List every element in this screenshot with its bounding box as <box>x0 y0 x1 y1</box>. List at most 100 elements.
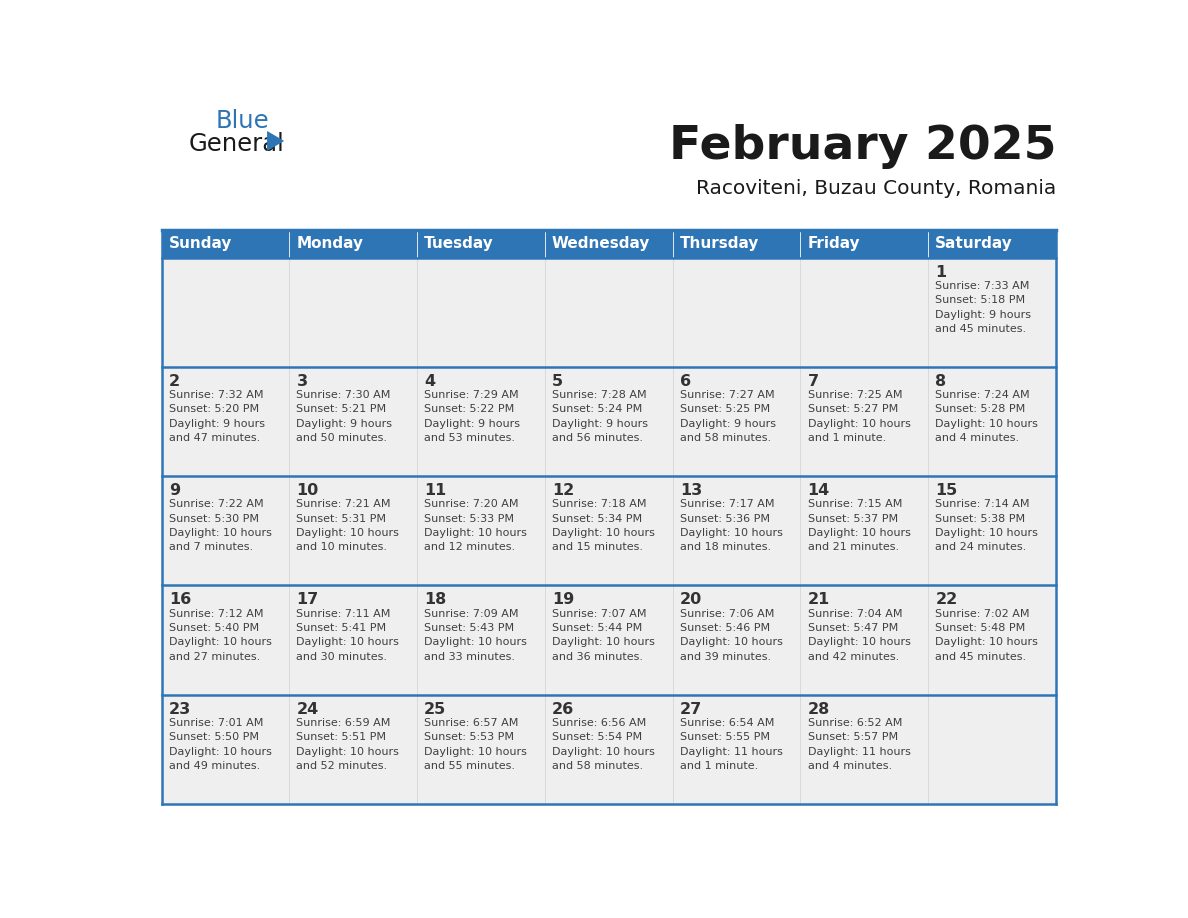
Bar <box>162 258 290 367</box>
Text: Sunrise: 7:06 AM
Sunset: 5:46 PM
Daylight: 10 hours
and 39 minutes.: Sunrise: 7:06 AM Sunset: 5:46 PM Dayligh… <box>680 609 783 662</box>
Text: 2: 2 <box>169 374 179 389</box>
Text: 23: 23 <box>169 701 191 717</box>
Bar <box>290 230 417 258</box>
Text: 10: 10 <box>297 483 318 498</box>
Text: 27: 27 <box>680 701 702 717</box>
Polygon shape <box>267 131 284 151</box>
Text: 15: 15 <box>935 483 958 498</box>
Bar <box>545 367 672 476</box>
Bar <box>162 230 290 258</box>
Text: Sunrise: 7:22 AM
Sunset: 5:30 PM
Daylight: 10 hours
and 7 minutes.: Sunrise: 7:22 AM Sunset: 5:30 PM Dayligh… <box>169 499 272 553</box>
Text: Sunrise: 7:17 AM
Sunset: 5:36 PM
Daylight: 10 hours
and 18 minutes.: Sunrise: 7:17 AM Sunset: 5:36 PM Dayligh… <box>680 499 783 553</box>
Bar <box>801 586 928 695</box>
Bar <box>290 695 417 804</box>
Text: 24: 24 <box>297 701 318 717</box>
Text: Sunrise: 7:27 AM
Sunset: 5:25 PM
Daylight: 9 hours
and 58 minutes.: Sunrise: 7:27 AM Sunset: 5:25 PM Dayligh… <box>680 390 776 443</box>
Text: Sunrise: 7:30 AM
Sunset: 5:21 PM
Daylight: 9 hours
and 50 minutes.: Sunrise: 7:30 AM Sunset: 5:21 PM Dayligh… <box>297 390 392 443</box>
Bar <box>672 367 801 476</box>
Text: Sunrise: 6:54 AM
Sunset: 5:55 PM
Daylight: 11 hours
and 1 minute.: Sunrise: 6:54 AM Sunset: 5:55 PM Dayligh… <box>680 718 783 771</box>
Bar <box>928 476 1056 586</box>
Text: 16: 16 <box>169 592 191 608</box>
Text: Sunrise: 7:18 AM
Sunset: 5:34 PM
Daylight: 10 hours
and 15 minutes.: Sunrise: 7:18 AM Sunset: 5:34 PM Dayligh… <box>552 499 655 553</box>
Text: 1: 1 <box>935 264 947 280</box>
Text: Sunrise: 7:15 AM
Sunset: 5:37 PM
Daylight: 10 hours
and 21 minutes.: Sunrise: 7:15 AM Sunset: 5:37 PM Dayligh… <box>808 499 910 553</box>
Text: 6: 6 <box>680 374 691 389</box>
Text: Sunday: Sunday <box>169 236 232 251</box>
Bar <box>290 586 417 695</box>
Bar <box>417 367 545 476</box>
Text: Wednesday: Wednesday <box>552 236 650 251</box>
Bar <box>801 258 928 367</box>
Bar <box>162 586 290 695</box>
Text: Sunrise: 7:02 AM
Sunset: 5:48 PM
Daylight: 10 hours
and 45 minutes.: Sunrise: 7:02 AM Sunset: 5:48 PM Dayligh… <box>935 609 1038 662</box>
Text: 13: 13 <box>680 483 702 498</box>
Text: Sunrise: 6:56 AM
Sunset: 5:54 PM
Daylight: 10 hours
and 58 minutes.: Sunrise: 6:56 AM Sunset: 5:54 PM Dayligh… <box>552 718 655 771</box>
Bar <box>417 258 545 367</box>
Bar <box>290 367 417 476</box>
Text: Sunrise: 7:20 AM
Sunset: 5:33 PM
Daylight: 10 hours
and 12 minutes.: Sunrise: 7:20 AM Sunset: 5:33 PM Dayligh… <box>424 499 527 553</box>
Bar <box>672 476 801 586</box>
Bar <box>545 586 672 695</box>
Text: Sunrise: 7:28 AM
Sunset: 5:24 PM
Daylight: 9 hours
and 56 minutes.: Sunrise: 7:28 AM Sunset: 5:24 PM Dayligh… <box>552 390 647 443</box>
Bar <box>545 695 672 804</box>
Bar <box>672 230 801 258</box>
Text: February 2025: February 2025 <box>669 124 1056 169</box>
Text: Sunrise: 6:59 AM
Sunset: 5:51 PM
Daylight: 10 hours
and 52 minutes.: Sunrise: 6:59 AM Sunset: 5:51 PM Dayligh… <box>297 718 399 771</box>
Text: 9: 9 <box>169 483 179 498</box>
Text: Monday: Monday <box>297 236 364 251</box>
Text: Sunrise: 7:33 AM
Sunset: 5:18 PM
Daylight: 9 hours
and 45 minutes.: Sunrise: 7:33 AM Sunset: 5:18 PM Dayligh… <box>935 281 1031 334</box>
Text: Sunrise: 7:01 AM
Sunset: 5:50 PM
Daylight: 10 hours
and 49 minutes.: Sunrise: 7:01 AM Sunset: 5:50 PM Dayligh… <box>169 718 272 771</box>
Text: 19: 19 <box>552 592 574 608</box>
Text: Blue: Blue <box>215 108 268 132</box>
Text: Sunrise: 7:29 AM
Sunset: 5:22 PM
Daylight: 9 hours
and 53 minutes.: Sunrise: 7:29 AM Sunset: 5:22 PM Dayligh… <box>424 390 520 443</box>
Bar <box>162 367 290 476</box>
Text: Saturday: Saturday <box>935 236 1013 251</box>
Bar <box>162 695 290 804</box>
Text: Sunrise: 7:04 AM
Sunset: 5:47 PM
Daylight: 10 hours
and 42 minutes.: Sunrise: 7:04 AM Sunset: 5:47 PM Dayligh… <box>808 609 910 662</box>
Bar <box>928 367 1056 476</box>
Text: 17: 17 <box>297 592 318 608</box>
Text: 25: 25 <box>424 701 447 717</box>
Text: Tuesday: Tuesday <box>424 236 494 251</box>
Text: 8: 8 <box>935 374 947 389</box>
Bar <box>801 367 928 476</box>
Bar <box>545 476 672 586</box>
Text: Sunrise: 7:21 AM
Sunset: 5:31 PM
Daylight: 10 hours
and 10 minutes.: Sunrise: 7:21 AM Sunset: 5:31 PM Dayligh… <box>297 499 399 553</box>
Bar <box>290 476 417 586</box>
Text: Racoviteni, Buzau County, Romania: Racoviteni, Buzau County, Romania <box>696 179 1056 198</box>
Bar <box>417 695 545 804</box>
Bar <box>162 476 290 586</box>
Text: Sunrise: 7:09 AM
Sunset: 5:43 PM
Daylight: 10 hours
and 33 minutes.: Sunrise: 7:09 AM Sunset: 5:43 PM Dayligh… <box>424 609 527 662</box>
Text: Sunrise: 7:14 AM
Sunset: 5:38 PM
Daylight: 10 hours
and 24 minutes.: Sunrise: 7:14 AM Sunset: 5:38 PM Dayligh… <box>935 499 1038 553</box>
Text: Sunrise: 7:24 AM
Sunset: 5:28 PM
Daylight: 10 hours
and 4 minutes.: Sunrise: 7:24 AM Sunset: 5:28 PM Dayligh… <box>935 390 1038 443</box>
Bar <box>672 586 801 695</box>
Text: Sunrise: 7:12 AM
Sunset: 5:40 PM
Daylight: 10 hours
and 27 minutes.: Sunrise: 7:12 AM Sunset: 5:40 PM Dayligh… <box>169 609 272 662</box>
Text: Sunrise: 7:25 AM
Sunset: 5:27 PM
Daylight: 10 hours
and 1 minute.: Sunrise: 7:25 AM Sunset: 5:27 PM Dayligh… <box>808 390 910 443</box>
Bar <box>801 230 928 258</box>
Text: 28: 28 <box>808 701 829 717</box>
Text: 26: 26 <box>552 701 574 717</box>
Text: 14: 14 <box>808 483 829 498</box>
Text: Thursday: Thursday <box>680 236 759 251</box>
Text: 11: 11 <box>424 483 447 498</box>
Text: 20: 20 <box>680 592 702 608</box>
Text: Sunrise: 6:52 AM
Sunset: 5:57 PM
Daylight: 11 hours
and 4 minutes.: Sunrise: 6:52 AM Sunset: 5:57 PM Dayligh… <box>808 718 910 771</box>
Bar <box>801 476 928 586</box>
Text: Sunrise: 7:07 AM
Sunset: 5:44 PM
Daylight: 10 hours
and 36 minutes.: Sunrise: 7:07 AM Sunset: 5:44 PM Dayligh… <box>552 609 655 662</box>
Bar <box>928 695 1056 804</box>
Bar <box>545 230 672 258</box>
Bar <box>417 586 545 695</box>
Text: 21: 21 <box>808 592 829 608</box>
Bar <box>672 258 801 367</box>
Bar <box>290 258 417 367</box>
Bar <box>672 695 801 804</box>
Bar <box>928 258 1056 367</box>
Text: Friday: Friday <box>808 236 860 251</box>
Text: 5: 5 <box>552 374 563 389</box>
Text: 12: 12 <box>552 483 574 498</box>
Text: 22: 22 <box>935 592 958 608</box>
Text: Sunrise: 7:32 AM
Sunset: 5:20 PM
Daylight: 9 hours
and 47 minutes.: Sunrise: 7:32 AM Sunset: 5:20 PM Dayligh… <box>169 390 265 443</box>
Text: Sunrise: 7:11 AM
Sunset: 5:41 PM
Daylight: 10 hours
and 30 minutes.: Sunrise: 7:11 AM Sunset: 5:41 PM Dayligh… <box>297 609 399 662</box>
Text: Sunrise: 6:57 AM
Sunset: 5:53 PM
Daylight: 10 hours
and 55 minutes.: Sunrise: 6:57 AM Sunset: 5:53 PM Dayligh… <box>424 718 527 771</box>
Text: 7: 7 <box>808 374 819 389</box>
